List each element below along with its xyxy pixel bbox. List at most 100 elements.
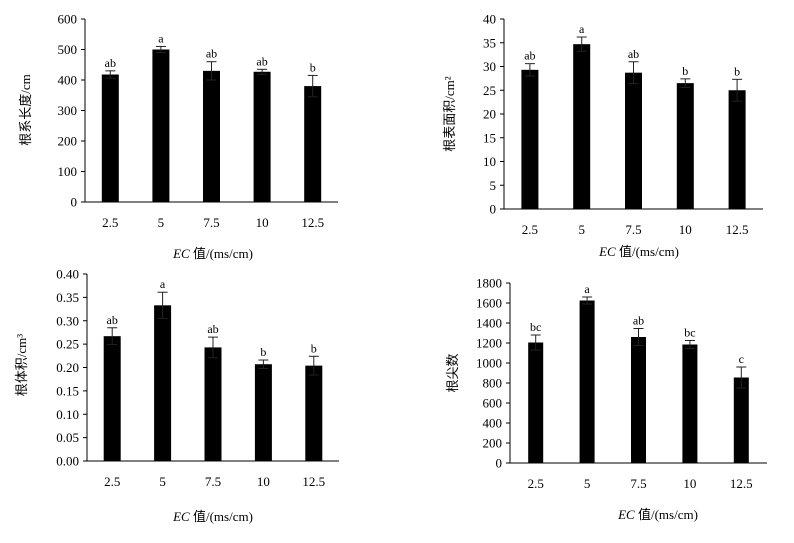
significance-letter: bc [684, 326, 695, 340]
y-tick-label: 0 [71, 195, 78, 210]
bar [573, 44, 591, 209]
y-tick-label: 0.20 [56, 360, 79, 375]
significance-letter: a [160, 277, 166, 291]
y-tick-label: 0.35 [56, 290, 79, 305]
y-tick-label: 1600 [476, 296, 502, 311]
significance-letter: b [311, 341, 317, 355]
y-tick-label: 500 [58, 42, 78, 57]
y-tick-label: 35 [483, 35, 496, 50]
x-axis-title-ec: EC [172, 246, 190, 261]
y-tick-label: 800 [483, 376, 503, 391]
bar [304, 86, 322, 202]
significance-letter: ab [628, 47, 639, 61]
x-tick-label: 12.5 [301, 215, 324, 230]
y-tick-label: 100 [58, 164, 78, 179]
x-axis-title-ec: EC [617, 507, 635, 522]
x-axis-title: EC 值/(ms/cm) [598, 244, 679, 259]
x-axis-title-ec: EC [598, 244, 616, 259]
x-tick-label: 2.5 [528, 476, 544, 491]
bar [254, 364, 272, 461]
y-tick-label: 400 [58, 73, 78, 88]
bar [101, 74, 119, 202]
x-axis-title-unit: 值/(ms/cm) [190, 246, 253, 261]
x-tick-label: 10 [683, 476, 696, 491]
x-tick-label: 7.5 [203, 215, 219, 230]
significance-letter: a [584, 282, 590, 296]
y-axis-title: 根体积/cm³ [14, 334, 29, 396]
y-tick-label: 1200 [476, 336, 502, 351]
bar [154, 305, 172, 461]
y-axis-title: 根尖数 [445, 353, 460, 392]
y-axis-title: 根系长度/cm [18, 74, 33, 146]
y-tick-label: 0.40 [56, 267, 79, 282]
x-tick-label: 12.5 [726, 222, 749, 237]
significance-letter: b [310, 60, 316, 74]
x-axis-title-unit: 值/(ms/cm) [190, 509, 253, 524]
y-tick-label: 0.25 [56, 337, 79, 352]
x-axis-title-ec: EC [172, 509, 190, 524]
x-tick-label: 2.5 [522, 222, 538, 237]
bar [103, 336, 121, 461]
significance-letter: ab [107, 313, 118, 327]
bar [676, 83, 694, 209]
x-axis-title: EC 值/(ms/cm) [172, 509, 253, 524]
bar [625, 72, 642, 209]
x-tick-label: 2.5 [102, 215, 118, 230]
y-tick-label: 25 [483, 83, 496, 98]
significance-letter: ab [256, 54, 267, 68]
bar [631, 337, 646, 463]
bar [305, 365, 323, 461]
significance-letter: ab [524, 49, 535, 63]
y-tick-label: 1000 [476, 356, 502, 371]
significance-letter: a [158, 31, 164, 45]
x-axis-title-unit: 值/(ms/cm) [616, 244, 679, 259]
bar [253, 71, 271, 202]
y-tick-label: 0 [496, 456, 503, 471]
x-tick-label: 5 [584, 476, 591, 491]
x-tick-label: 7.5 [625, 222, 641, 237]
x-axis-title: EC 值/(ms/cm) [617, 507, 698, 522]
y-tick-label: 10 [483, 154, 496, 169]
y-tick-label: 0.00 [56, 454, 79, 469]
x-tick-label: 10 [679, 222, 692, 237]
x-tick-label: 10 [256, 215, 269, 230]
bar [528, 342, 544, 463]
bar [203, 70, 220, 202]
x-tick-label: 5 [159, 474, 166, 489]
y-tick-label: 1800 [476, 276, 502, 291]
y-tick-label: 0.05 [56, 430, 79, 445]
x-axis-title: EC 值/(ms/cm) [172, 246, 253, 261]
significance-letter: a [579, 22, 585, 36]
x-tick-label: 7.5 [205, 474, 221, 489]
x-tick-label: 12.5 [302, 474, 325, 489]
y-tick-label: 5 [490, 178, 497, 193]
y-tick-label: 40 [483, 12, 496, 27]
y-axis-title: 根表面积/cm² [442, 76, 457, 151]
significance-letter: b [260, 345, 266, 359]
y-tick-label: 400 [483, 416, 503, 431]
significance-letter: c [739, 352, 744, 366]
x-tick-label: 2.5 [104, 474, 120, 489]
y-tick-label: 0.30 [56, 313, 79, 328]
y-tick-label: 600 [483, 396, 503, 411]
y-tick-label: 30 [483, 59, 496, 74]
y-tick-label: 300 [58, 103, 78, 118]
y-tick-label: 0.15 [56, 383, 79, 398]
y-tick-label: 0 [490, 202, 497, 217]
bar [733, 377, 749, 463]
bar [579, 300, 595, 463]
y-tick-label: 200 [58, 134, 78, 149]
y-tick-label: 600 [58, 12, 78, 27]
bar [204, 347, 222, 461]
x-tick-label: 5 [158, 215, 165, 230]
y-tick-label: 0.10 [56, 407, 79, 422]
significance-letter: b [734, 64, 740, 78]
y-tick-label: 15 [483, 130, 496, 145]
significance-letter: bc [530, 320, 541, 334]
y-tick-label: 20 [483, 107, 496, 122]
